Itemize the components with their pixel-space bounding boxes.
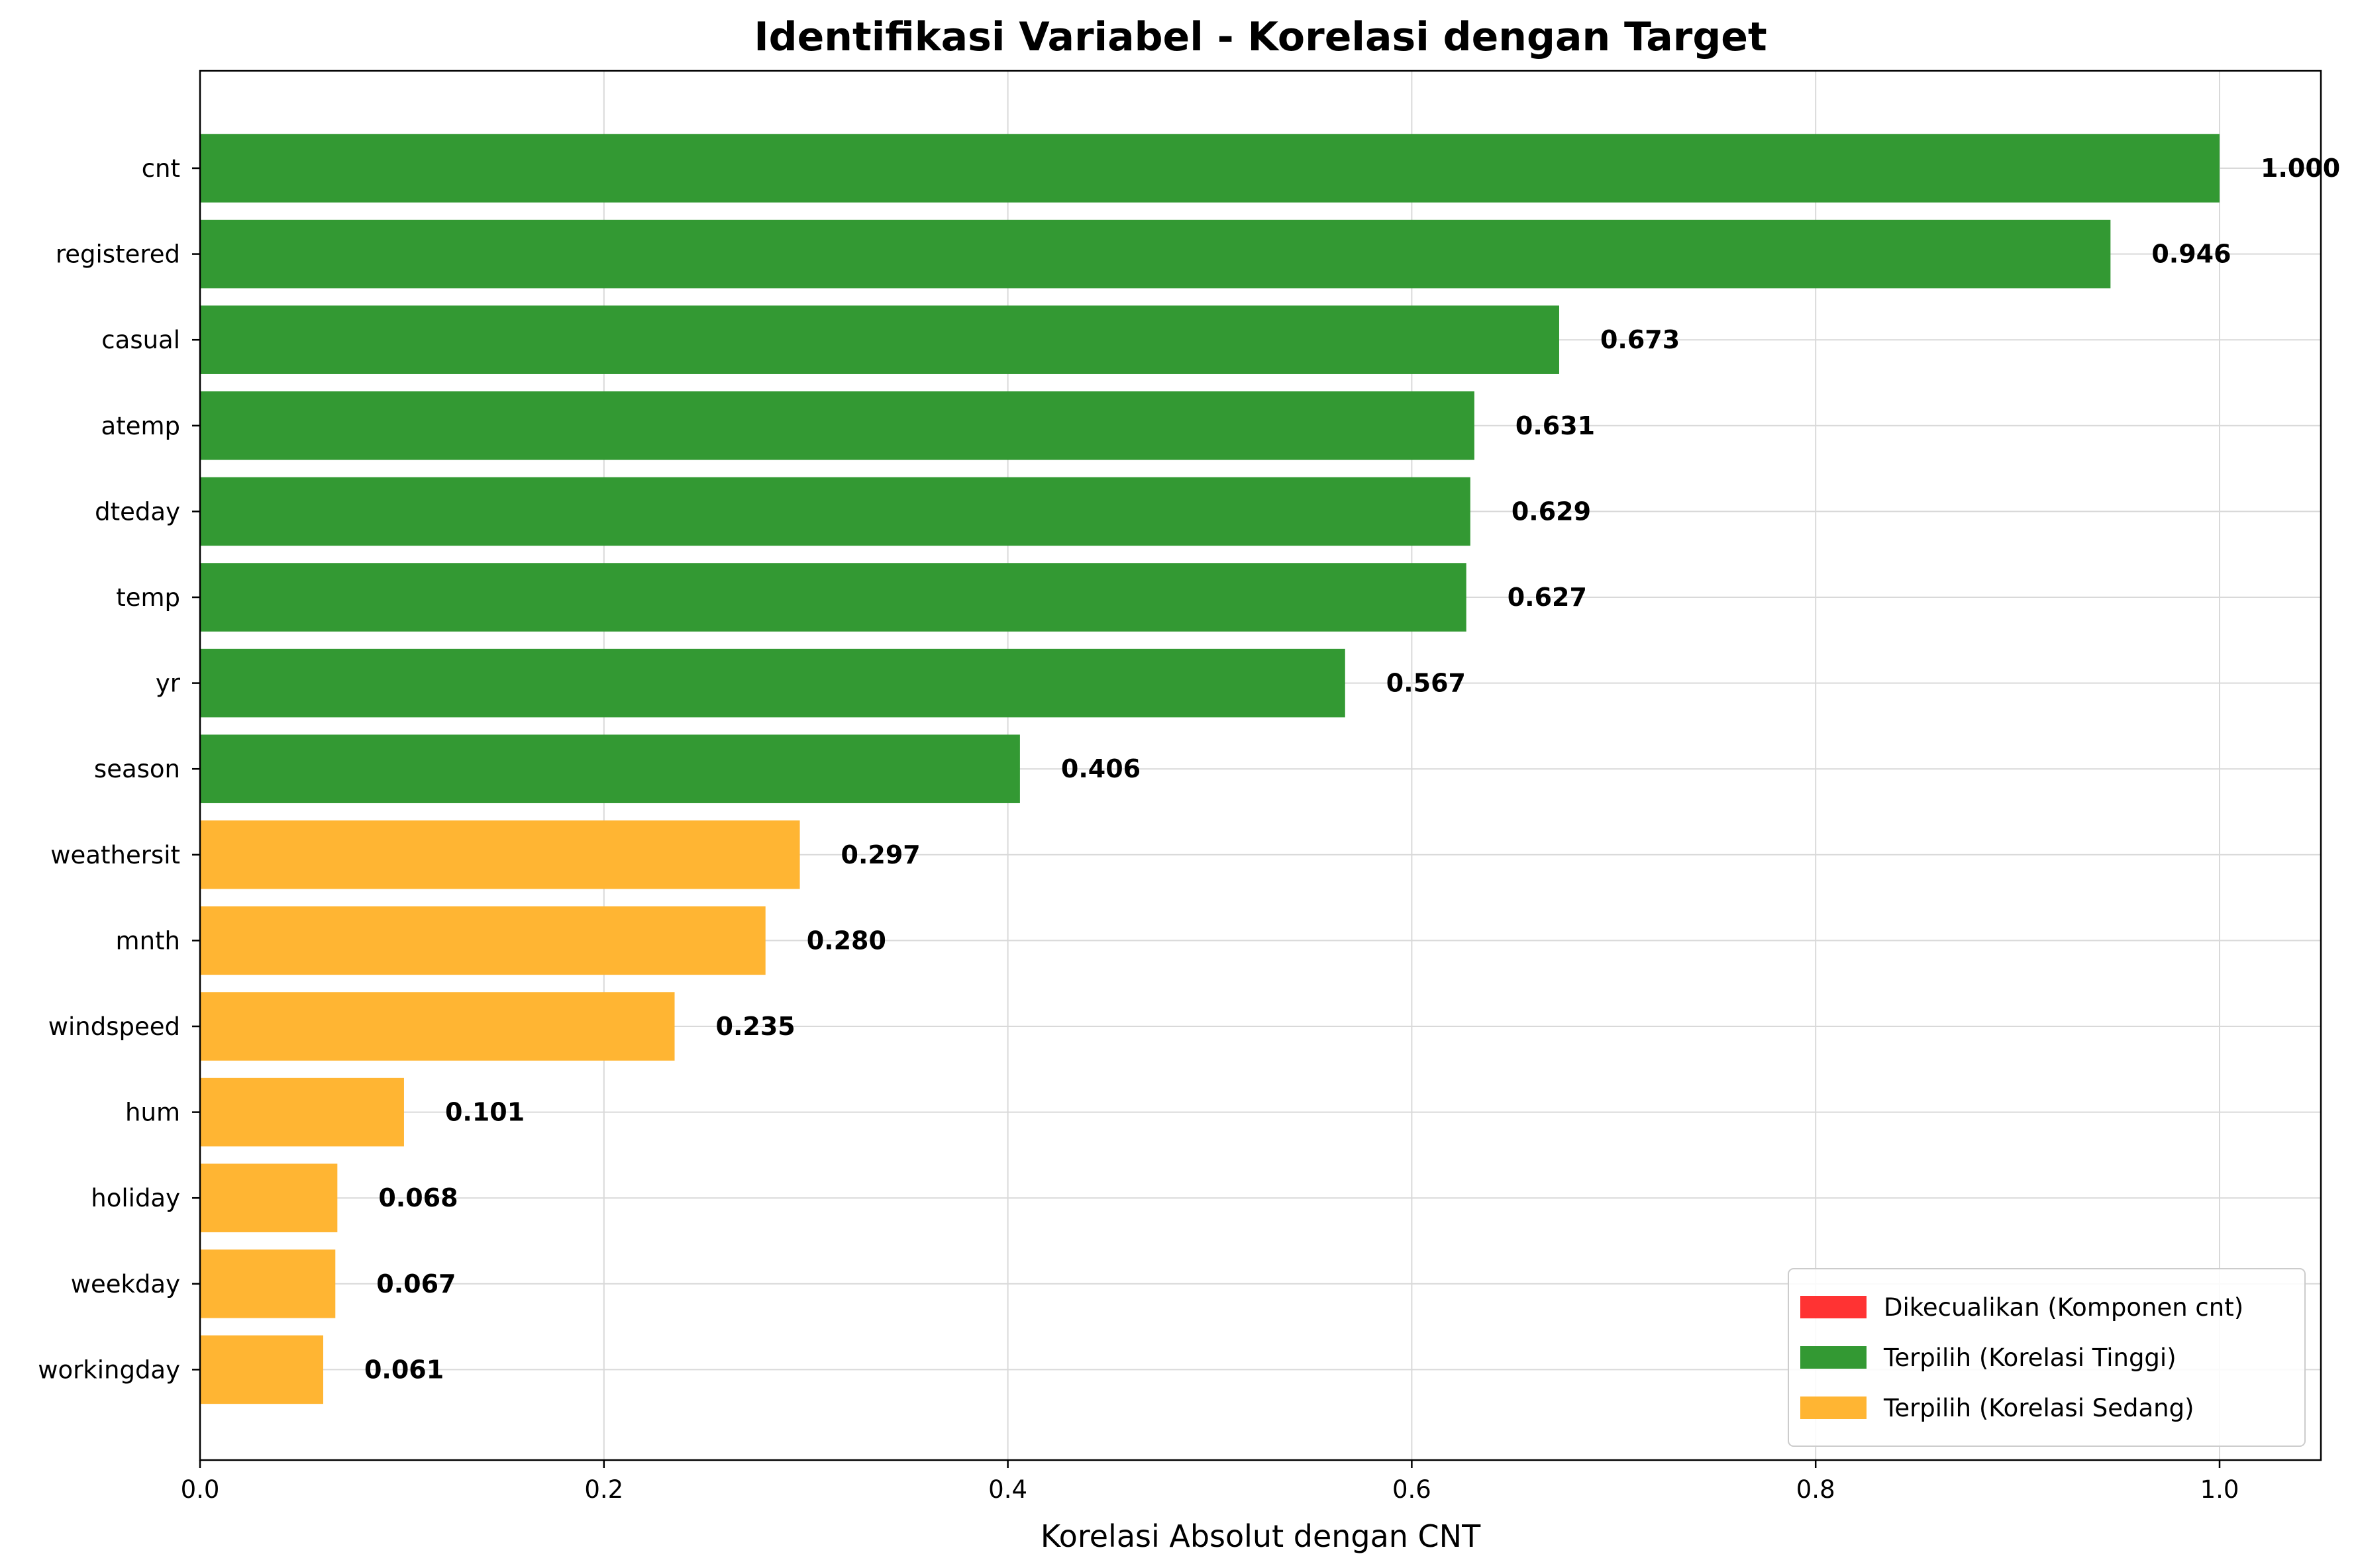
legend: Dikecualikan (Komponen cnt) Terpilih (Kor…: [1788, 1268, 2306, 1447]
value-label-workingday: 0.061: [364, 1355, 444, 1384]
x-tick-label: 0.2: [584, 1475, 623, 1504]
value-label-weathersit: 0.297: [841, 840, 921, 869]
legend-swatch-excluded: [1800, 1296, 1867, 1318]
bar-cnt: [200, 134, 2220, 203]
legend-label-medium: Terpilih (Korelasi Sedang): [1883, 1394, 2194, 1422]
y-tick-label-weekday: weekday: [71, 1270, 180, 1298]
y-tick-label-yr: yr: [156, 669, 181, 698]
value-label-yr: 0.567: [1386, 669, 1466, 698]
legend-swatch-medium: [1800, 1396, 1867, 1419]
value-label-atemp: 0.631: [1515, 411, 1595, 440]
x-axis-label: Korelasi Absolut dengan CNT: [1041, 1518, 1481, 1554]
chart-title: Identifikasi Variabel - Korelasi dengan …: [754, 14, 1767, 60]
y-tick-label-temp: temp: [116, 583, 180, 612]
bar-holiday: [200, 1163, 338, 1232]
value-label-registered: 0.946: [2151, 240, 2231, 269]
y-tick-label-windspeed: windspeed: [48, 1012, 180, 1041]
bar-mnth: [200, 906, 766, 975]
y-tick-label-dteday: dteday: [95, 497, 180, 526]
x-tick-label: 0.6: [1392, 1475, 1431, 1504]
x-tick-label: 0.0: [181, 1475, 220, 1504]
legend-swatch-high: [1800, 1346, 1867, 1369]
y-tick-label-season: season: [94, 755, 180, 783]
value-label-holiday: 0.068: [378, 1183, 458, 1212]
y-tick-label-weathersit: weathersit: [50, 841, 180, 869]
value-label-dteday: 0.629: [1511, 497, 1591, 526]
y-tick-label-registered: registered: [56, 240, 180, 269]
y-tick-label-holiday: holiday: [91, 1184, 180, 1212]
bar-weathersit: [200, 820, 800, 889]
value-label-weekday: 0.067: [376, 1269, 456, 1298]
value-label-casual: 0.673: [1600, 325, 1680, 354]
y-tick-label-mnth: mnth: [116, 926, 180, 955]
legend-label-high: Terpilih (Korelasi Tinggi): [1883, 1344, 2177, 1372]
value-label-windspeed: 0.235: [716, 1012, 795, 1041]
bar-dteday: [200, 477, 1470, 546]
value-label-hum: 0.101: [445, 1098, 525, 1127]
y-tick-label-atemp: atemp: [101, 412, 180, 440]
bars: [200, 134, 2220, 1404]
value-labels: 1.000 0.946 0.673 0.631 0.629 0.627 0.567 0.406…: [364, 154, 2340, 1384]
bar-yr: [200, 648, 1345, 718]
y-tick-label-workingday: workingday: [38, 1355, 180, 1384]
bar-hum: [200, 1077, 404, 1147]
value-label-temp: 0.627: [1508, 583, 1587, 612]
bar-season: [200, 734, 1020, 803]
bar-windspeed: [200, 992, 675, 1061]
x-tick-label: 0.8: [1796, 1475, 1835, 1504]
x-tick-label: 1.0: [2200, 1475, 2239, 1504]
bar-weekday: [200, 1250, 336, 1318]
value-label-season: 0.406: [1061, 754, 1141, 783]
bar-temp: [200, 563, 1466, 632]
bar-workingday: [200, 1335, 323, 1404]
plot-frame: [199, 70, 2322, 1461]
y-tick-label-cnt: cnt: [142, 154, 180, 183]
value-label-mnth: 0.280: [807, 926, 886, 955]
value-label-cnt: 1.000: [2261, 154, 2340, 183]
bar-casual: [200, 305, 1559, 374]
x-axis-ticks: 0.0 0.2 0.4 0.6 0.8 1.0: [181, 1460, 2239, 1504]
legend-box: [1788, 1268, 2306, 1447]
y-tick-label-hum: hum: [125, 1099, 180, 1127]
legend-label-excluded: Dikecualikan (Komponen cnt): [1884, 1293, 2243, 1322]
y-tick-label-casual: casual: [101, 326, 180, 354]
x-tick-label: 0.4: [988, 1475, 1027, 1504]
y-axis-ticks: cnt registered casual atemp dteday temp yr seas…: [38, 154, 200, 1384]
bar-atemp: [200, 391, 1474, 460]
bar-registered: [200, 219, 2111, 289]
